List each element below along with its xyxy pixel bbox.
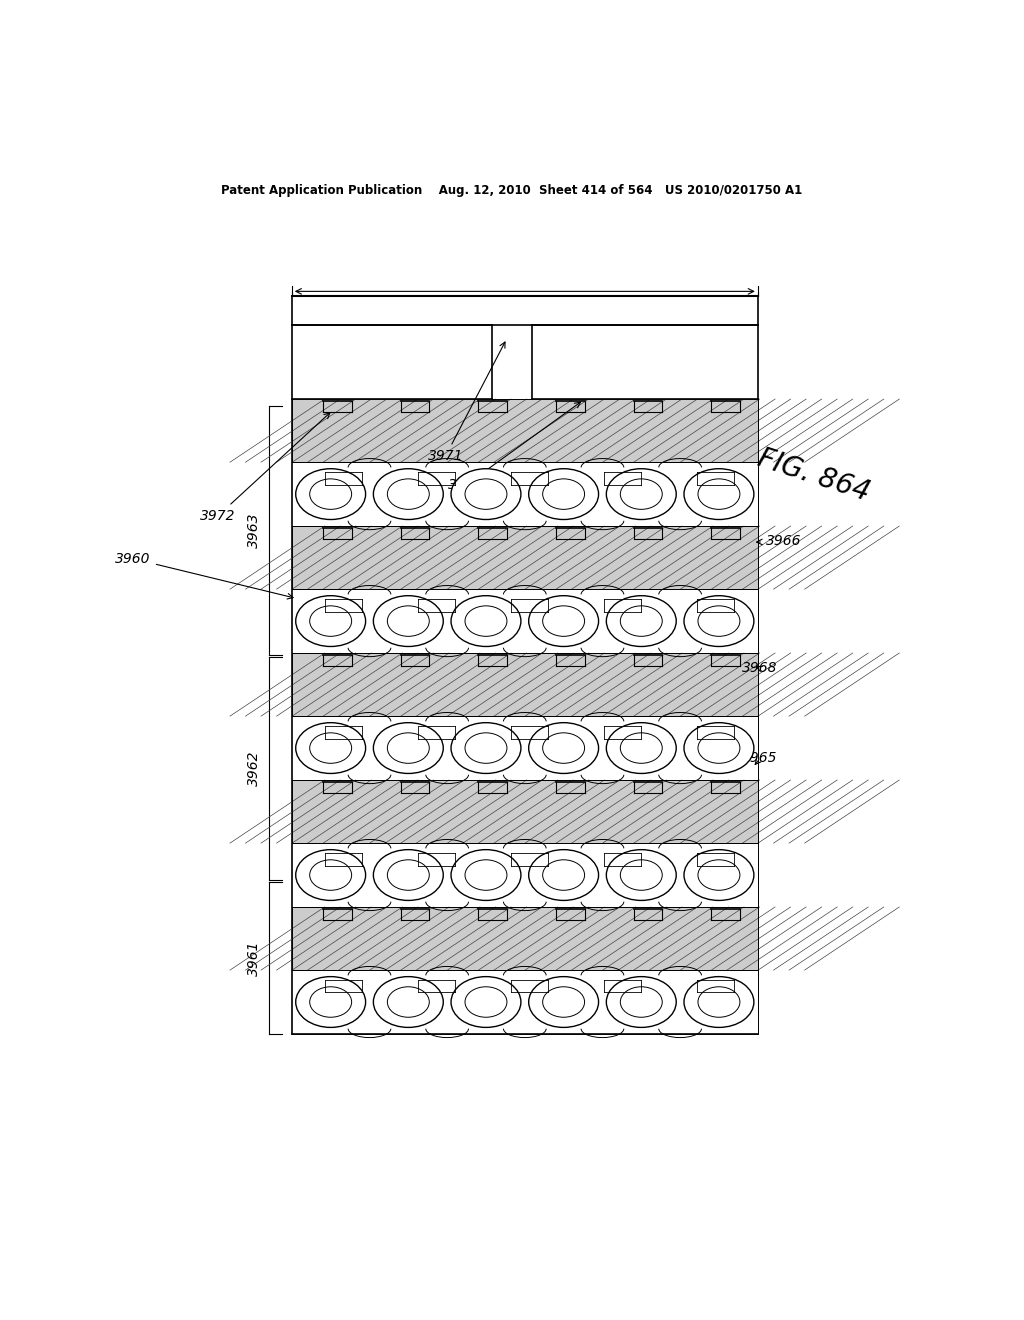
Ellipse shape	[309, 859, 351, 890]
Text: 3965: 3965	[742, 751, 778, 766]
Text: 3961: 3961	[247, 940, 261, 975]
Ellipse shape	[543, 479, 585, 510]
Bar	[292, 907, 758, 970]
Ellipse shape	[528, 977, 599, 1027]
Ellipse shape	[465, 733, 507, 763]
Ellipse shape	[374, 977, 443, 1027]
Ellipse shape	[309, 987, 351, 1018]
Ellipse shape	[465, 859, 507, 890]
Bar	[292, 717, 758, 780]
Ellipse shape	[374, 469, 443, 520]
Ellipse shape	[374, 595, 443, 647]
Ellipse shape	[309, 733, 351, 763]
Ellipse shape	[451, 595, 521, 647]
Text: 3968: 3968	[742, 661, 778, 676]
Ellipse shape	[606, 977, 676, 1027]
Text: 3971: 3971	[428, 342, 505, 463]
Text: 3963: 3963	[247, 512, 261, 548]
Ellipse shape	[387, 606, 429, 636]
Text: 3969: 3969	[449, 403, 581, 492]
Ellipse shape	[451, 977, 521, 1027]
Ellipse shape	[606, 850, 676, 900]
Ellipse shape	[698, 479, 740, 510]
Ellipse shape	[606, 469, 676, 520]
Ellipse shape	[606, 722, 676, 774]
Ellipse shape	[528, 722, 599, 774]
Bar	[292, 589, 758, 653]
Ellipse shape	[543, 606, 585, 636]
Ellipse shape	[387, 733, 429, 763]
Ellipse shape	[621, 479, 663, 510]
Ellipse shape	[296, 469, 366, 520]
Ellipse shape	[528, 595, 599, 647]
Ellipse shape	[374, 722, 443, 774]
Ellipse shape	[451, 469, 521, 520]
Text: Patent Application Publication    Aug. 12, 2010  Sheet 414 of 564   US 2010/0201: Patent Application Publication Aug. 12, …	[221, 183, 803, 197]
Ellipse shape	[684, 595, 754, 647]
Ellipse shape	[296, 977, 366, 1027]
Bar	[292, 843, 758, 907]
Bar	[292, 780, 758, 843]
Text: FIG. 864: FIG. 864	[755, 445, 873, 507]
Ellipse shape	[698, 606, 740, 636]
Ellipse shape	[698, 987, 740, 1018]
Ellipse shape	[309, 479, 351, 510]
Ellipse shape	[606, 595, 676, 647]
Ellipse shape	[465, 479, 507, 510]
Ellipse shape	[296, 850, 366, 900]
Bar	[292, 653, 758, 717]
Ellipse shape	[387, 479, 429, 510]
Text: 3972: 3972	[201, 413, 330, 523]
Ellipse shape	[698, 859, 740, 890]
Ellipse shape	[684, 469, 754, 520]
Ellipse shape	[621, 606, 663, 636]
Ellipse shape	[528, 850, 599, 900]
Ellipse shape	[309, 606, 351, 636]
Ellipse shape	[296, 722, 366, 774]
Ellipse shape	[528, 469, 599, 520]
Text: 3962: 3962	[247, 751, 261, 787]
Ellipse shape	[374, 850, 443, 900]
Ellipse shape	[684, 850, 754, 900]
Text: 3960: 3960	[116, 552, 293, 599]
Ellipse shape	[296, 595, 366, 647]
Ellipse shape	[543, 733, 585, 763]
Ellipse shape	[451, 850, 521, 900]
Bar	[292, 462, 758, 525]
Text: 3966: 3966	[757, 535, 802, 548]
Ellipse shape	[684, 722, 754, 774]
Bar	[292, 399, 758, 462]
Ellipse shape	[387, 987, 429, 1018]
Ellipse shape	[621, 987, 663, 1018]
Ellipse shape	[621, 859, 663, 890]
Ellipse shape	[451, 722, 521, 774]
Ellipse shape	[698, 733, 740, 763]
Ellipse shape	[465, 987, 507, 1018]
Ellipse shape	[543, 987, 585, 1018]
Bar	[292, 970, 758, 1034]
Ellipse shape	[621, 733, 663, 763]
Ellipse shape	[387, 859, 429, 890]
Ellipse shape	[465, 606, 507, 636]
Ellipse shape	[684, 977, 754, 1027]
Bar	[292, 525, 758, 589]
Ellipse shape	[543, 859, 585, 890]
